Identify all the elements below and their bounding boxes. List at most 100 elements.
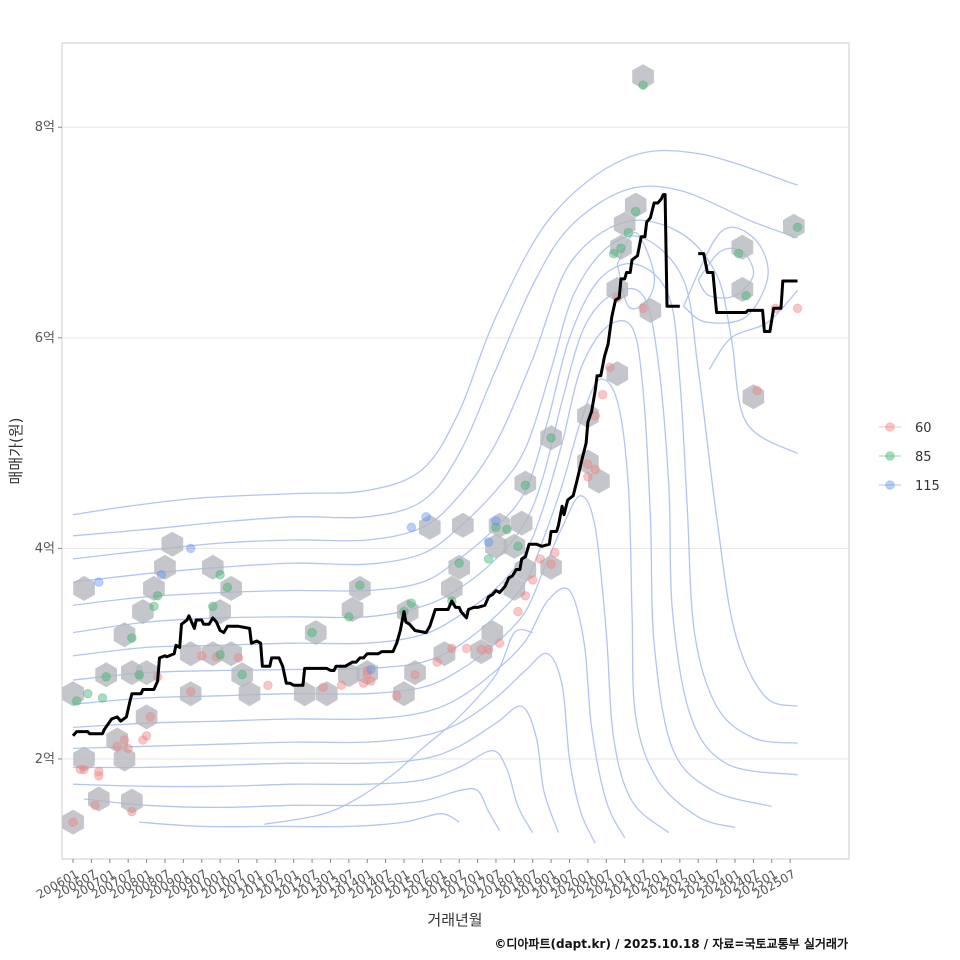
hexbin-cell bbox=[613, 211, 636, 237]
hexbin-cell bbox=[470, 639, 493, 665]
point-85 bbox=[307, 627, 317, 638]
density-contour bbox=[84, 787, 501, 831]
point-85 bbox=[623, 227, 634, 238]
point-60 bbox=[263, 680, 273, 691]
point-85 bbox=[406, 598, 417, 608]
point-60 bbox=[336, 680, 347, 691]
y-axis: 2억 4억 6억 8억 bbox=[35, 120, 62, 767]
hexbin-cell bbox=[304, 620, 327, 646]
point-85 bbox=[355, 580, 365, 591]
hexbin-cell bbox=[62, 809, 84, 835]
point-60 bbox=[483, 644, 494, 655]
point-60 bbox=[145, 712, 156, 722]
point-85 bbox=[101, 672, 111, 682]
hexbin-cell bbox=[441, 575, 463, 601]
point-60 bbox=[127, 806, 137, 817]
hexbin-cell bbox=[481, 620, 504, 646]
y-tick-label: 4억 bbox=[35, 541, 55, 556]
density-contour bbox=[708, 289, 798, 370]
point-85 bbox=[638, 80, 648, 90]
point-60 bbox=[590, 464, 601, 475]
hexbin-cell bbox=[606, 361, 629, 387]
legend-key-point bbox=[885, 451, 895, 461]
point-85 bbox=[237, 669, 248, 680]
hexbin-cell bbox=[161, 531, 184, 557]
hexbin-cell bbox=[404, 660, 426, 686]
y-tick-label: 2억 bbox=[35, 752, 55, 767]
point-85 bbox=[97, 693, 108, 703]
point-85 bbox=[792, 222, 803, 233]
point-85 bbox=[520, 480, 531, 491]
hexbin-cell bbox=[448, 554, 470, 580]
trend-line-segment bbox=[698, 252, 798, 333]
hexbin-cell bbox=[624, 192, 647, 218]
point-60 bbox=[520, 590, 531, 601]
hexbin-cell bbox=[316, 681, 338, 707]
point-60 bbox=[447, 643, 457, 654]
point-60 bbox=[318, 682, 328, 693]
point-60 bbox=[597, 389, 608, 400]
point-60 bbox=[792, 303, 803, 314]
density-contour bbox=[264, 628, 533, 825]
hexbin-cell bbox=[202, 554, 224, 580]
legend-key-point bbox=[885, 480, 895, 490]
hexbin-cell bbox=[488, 512, 511, 538]
hexbin-cell bbox=[88, 786, 110, 812]
density-contour bbox=[72, 287, 798, 776]
point-60 bbox=[535, 554, 545, 564]
point-60 bbox=[93, 766, 104, 777]
density-contour bbox=[72, 320, 772, 808]
point-85 bbox=[134, 669, 145, 680]
point-60 bbox=[752, 385, 762, 396]
point-85 bbox=[513, 541, 523, 552]
point-60 bbox=[123, 743, 133, 754]
hexbin-cell bbox=[179, 681, 202, 707]
hexbin-cell bbox=[220, 575, 242, 601]
hexbin-cell bbox=[452, 512, 474, 538]
scatter-points bbox=[68, 80, 803, 827]
point-60 bbox=[494, 638, 505, 648]
density-contour bbox=[72, 149, 798, 516]
point-85 bbox=[502, 524, 512, 535]
point-115 bbox=[491, 516, 501, 526]
hexbin-cell bbox=[606, 276, 629, 302]
y-tick-label: 8억 bbox=[35, 120, 55, 135]
density-contour bbox=[72, 235, 798, 707]
hexbin-cell bbox=[540, 554, 562, 580]
point-115 bbox=[366, 664, 376, 675]
plot-panel bbox=[61, 42, 850, 860]
point-60 bbox=[90, 800, 100, 811]
point-60 bbox=[476, 644, 487, 655]
hexbin-cell bbox=[106, 727, 128, 753]
hexbin-cell bbox=[338, 662, 360, 688]
hexbin-cell bbox=[731, 234, 754, 260]
point-60 bbox=[583, 459, 593, 469]
point-85 bbox=[491, 522, 501, 533]
hexbin-cell bbox=[238, 681, 261, 707]
hexbin-cell bbox=[588, 468, 610, 494]
hexbin-cell bbox=[95, 662, 117, 688]
hexbin-cell bbox=[742, 384, 765, 410]
density-contour bbox=[72, 587, 626, 839]
point-60 bbox=[513, 606, 523, 617]
point-115 bbox=[93, 577, 104, 587]
hexbin-cell bbox=[610, 234, 632, 260]
gridlines bbox=[62, 126, 849, 760]
point-85 bbox=[483, 554, 494, 564]
y-tick-label: 6억 bbox=[35, 331, 55, 346]
hexbin-cell bbox=[356, 660, 379, 686]
point-60 bbox=[605, 362, 615, 373]
point-60 bbox=[549, 547, 560, 558]
hexbin-cell bbox=[73, 575, 95, 601]
point-85 bbox=[215, 569, 225, 580]
point-85 bbox=[222, 582, 233, 593]
density-contour bbox=[682, 226, 769, 324]
median-trend-line bbox=[71, 193, 798, 737]
hexbin-cell bbox=[154, 554, 176, 580]
hexbin-cell bbox=[293, 681, 316, 707]
point-115 bbox=[421, 512, 431, 522]
hexbin-cell bbox=[231, 662, 253, 688]
point-85 bbox=[630, 206, 641, 217]
point-60 bbox=[112, 741, 122, 752]
point-115 bbox=[483, 537, 494, 547]
